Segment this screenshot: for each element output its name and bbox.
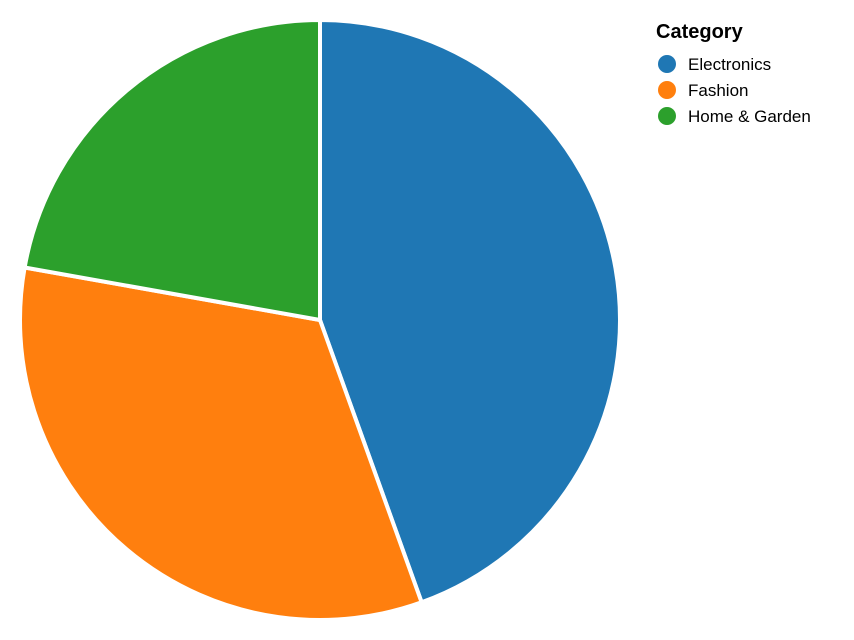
pie-slices [18, 17, 622, 622]
legend-item-fashion: Fashion [658, 81, 748, 100]
legend-label-fashion: Fashion [688, 81, 748, 100]
legend: Category Electronics Fashion Home & Garden [656, 21, 811, 126]
legend-swatch-home-garden [658, 107, 676, 125]
legend-item-home-garden: Home & Garden [658, 107, 811, 126]
legend-item-electronics: Electronics [658, 55, 771, 74]
pie-slice-electronics [318, 17, 622, 605]
pie-slice-fashion [18, 265, 425, 622]
legend-title: Category [656, 21, 744, 43]
legend-swatch-electronics [658, 55, 676, 73]
legend-label-electronics: Electronics [688, 55, 771, 74]
legend-swatch-fashion [658, 81, 676, 99]
legend-label-home-garden: Home & Garden [688, 107, 811, 126]
pie-slice-home-garden [22, 17, 322, 323]
legend-items: Electronics Fashion Home & Garden [658, 55, 811, 126]
